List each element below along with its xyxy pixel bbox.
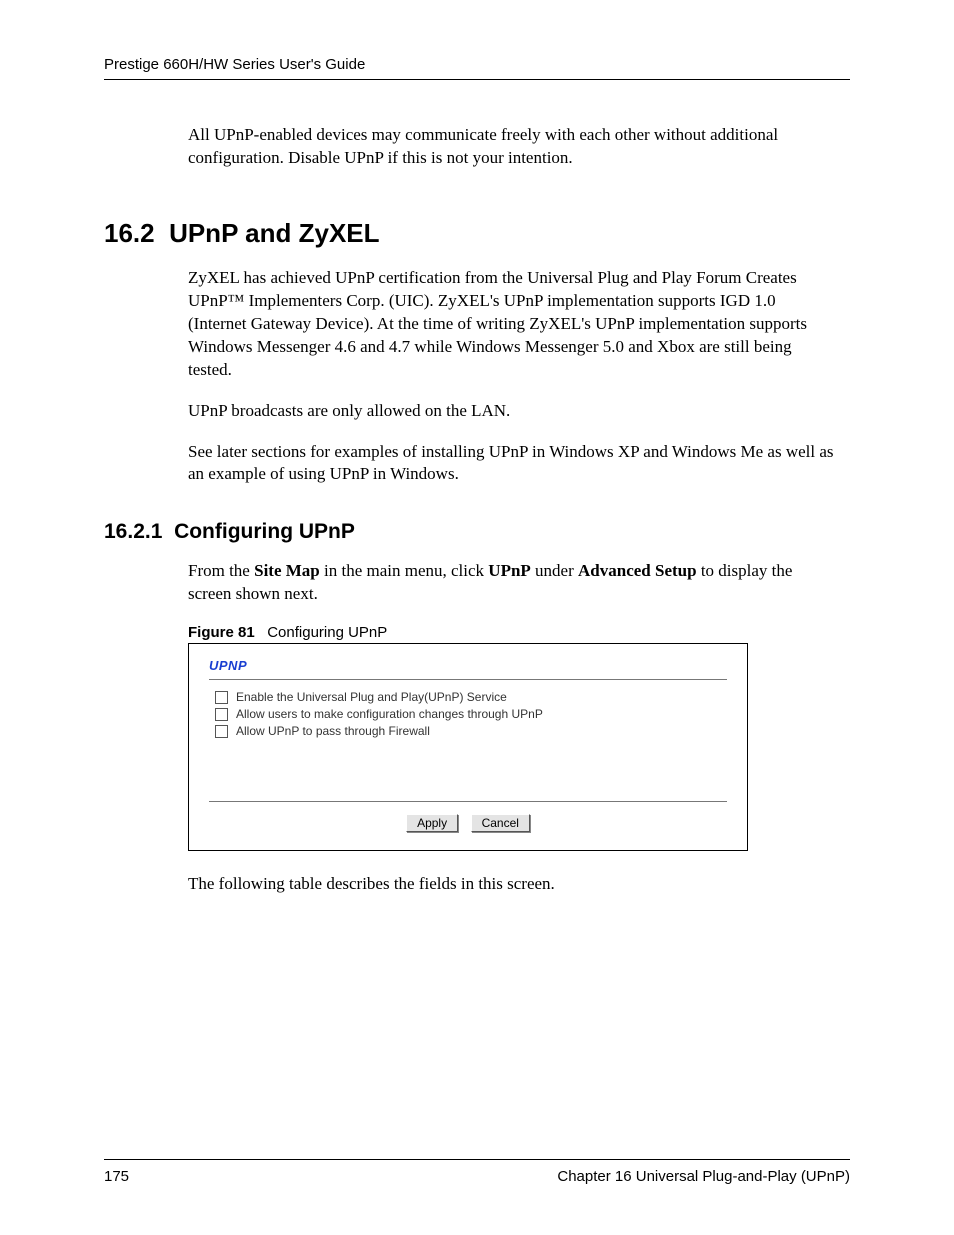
section-para-2: UPnP broadcasts are only allowed on the …: [188, 400, 838, 423]
figure-label: Figure 81: [188, 624, 255, 641]
lead-text: in the main menu, click: [320, 561, 489, 580]
panel-title: UPNP: [209, 658, 727, 673]
checkbox-icon[interactable]: [215, 691, 228, 704]
subsection-lead: From the Site Map in the main menu, clic…: [188, 560, 838, 606]
checkbox-label: Allow users to make configuration change…: [236, 707, 543, 721]
section-title: UPnP and ZyXEL: [169, 218, 379, 248]
lead-bold-upnp: UPnP: [488, 561, 531, 580]
page-footer: 175 Chapter 16 Universal Plug-and-Play (…: [104, 1159, 850, 1185]
section-number: 16.2: [104, 218, 155, 248]
figure-screenshot: UPNP Enable the Universal Plug and Play(…: [188, 643, 748, 851]
lead-text: under: [531, 561, 578, 580]
lead-text: From the: [188, 561, 254, 580]
chapter-label: Chapter 16 Universal Plug-and-Play (UPnP…: [557, 1168, 850, 1185]
figure-caption-text: Configuring UPnP: [267, 624, 387, 641]
figure-caption: Figure 81 Configuring UPnP: [188, 624, 850, 641]
checkbox-row-firewall: Allow UPnP to pass through Firewall: [215, 724, 727, 738]
checkbox-label: Allow UPnP to pass through Firewall: [236, 724, 430, 738]
section-heading: 16.2 UPnP and ZyXEL: [104, 218, 850, 249]
divider: [209, 679, 727, 680]
section-para-1: ZyXEL has achieved UPnP certification fr…: [188, 267, 838, 382]
intro-paragraph: All UPnP-enabled devices may communicate…: [188, 124, 828, 170]
checkbox-icon[interactable]: [215, 725, 228, 738]
checkbox-row-enable-upnp: Enable the Universal Plug and Play(UPnP)…: [215, 690, 727, 704]
page-number: 175: [104, 1168, 129, 1185]
section-para-3: See later sections for examples of insta…: [188, 441, 838, 487]
subsection-number: 16.2.1: [104, 520, 162, 543]
after-figure-text: The following table describes the fields…: [188, 873, 838, 896]
checkbox-icon[interactable]: [215, 708, 228, 721]
subsection-heading: 16.2.1 Configuring UPnP: [104, 520, 850, 544]
checkbox-label: Enable the Universal Plug and Play(UPnP)…: [236, 690, 507, 704]
apply-button[interactable]: Apply: [406, 814, 458, 832]
lead-bold-sitemap: Site Map: [254, 561, 320, 580]
subsection-title: Configuring UPnP: [174, 520, 355, 543]
running-header: Prestige 660H/HW Series User's Guide: [104, 56, 850, 80]
lead-bold-advanced: Advanced Setup: [578, 561, 697, 580]
divider: [209, 801, 727, 802]
button-row: Apply Cancel: [209, 814, 727, 832]
checkbox-row-allow-config: Allow users to make configuration change…: [215, 707, 727, 721]
cancel-button[interactable]: Cancel: [471, 814, 530, 832]
